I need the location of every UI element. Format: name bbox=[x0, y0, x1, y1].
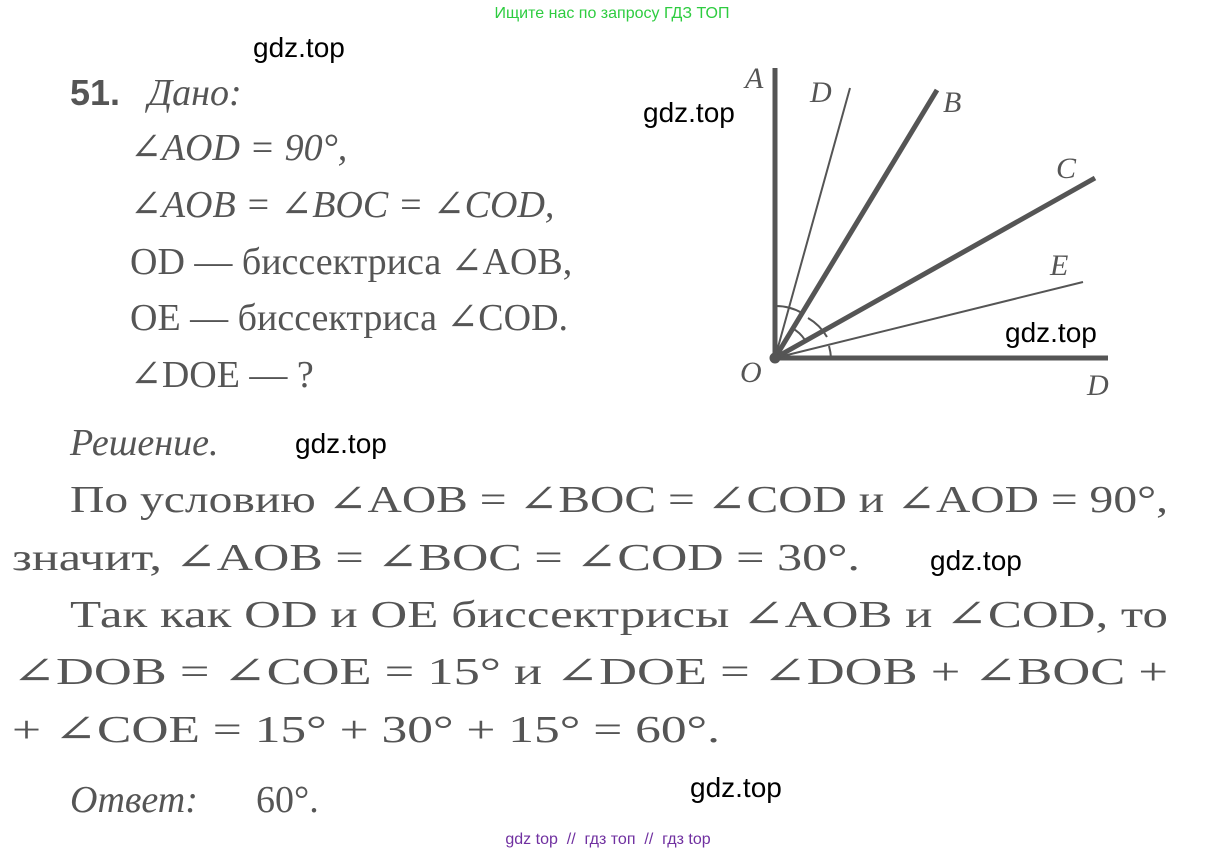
ray-oe bbox=[774, 281, 1084, 359]
angle-arc bbox=[828, 345, 832, 359]
watermark: gdz.top bbox=[1005, 317, 1097, 348]
footer: gdz top // гдз топ // гдз top bbox=[505, 831, 710, 848]
given-title: Дано: bbox=[145, 72, 242, 114]
point-label: E bbox=[1049, 249, 1068, 282]
solution-line: значит, ∠AOB = ∠BOC = ∠COD = 30°. bbox=[12, 537, 860, 579]
ray-oc bbox=[773, 175, 1097, 361]
solution-line: По условию ∠AOB = ∠BOC = ∠COD и ∠AOD = 9… bbox=[70, 479, 1168, 521]
point-label: O bbox=[740, 356, 762, 389]
watermark: gdz.top bbox=[930, 545, 1022, 576]
answer-label: Ответ: bbox=[70, 779, 198, 821]
given-line: OD — биссектриса ∠AOB, bbox=[130, 241, 572, 283]
point-label: A bbox=[743, 62, 764, 95]
diagram bbox=[769, 68, 1108, 364]
vertex bbox=[769, 352, 781, 364]
watermark: gdz.top bbox=[295, 428, 387, 459]
given-line: OE — биссектриса ∠COD. bbox=[130, 297, 568, 339]
problem-number: 51. bbox=[70, 72, 120, 113]
given-line: ∠DOE — ? bbox=[130, 354, 314, 396]
ray-ob bbox=[772, 88, 940, 360]
ray-od-bisector bbox=[774, 87, 851, 359]
point-label: B bbox=[943, 86, 961, 119]
given-line: ∠AOD = 90°, bbox=[130, 127, 347, 169]
angle-arc bbox=[791, 327, 806, 341]
given-line: ∠AOB = ∠BOC = ∠COD, bbox=[130, 184, 554, 226]
banner: Ищите нас по запросу ГДЗ ТОП bbox=[495, 5, 730, 22]
watermark: gdz.top bbox=[253, 32, 345, 63]
solution-title: Решение. bbox=[69, 422, 218, 464]
point-label: D bbox=[809, 76, 832, 109]
watermark: gdz.top bbox=[690, 772, 782, 803]
solution-line: Так как OD и OE биссектрисы ∠AOB и ∠COD,… bbox=[70, 594, 1168, 636]
point-label: C bbox=[1056, 152, 1077, 185]
angle-arc bbox=[774, 304, 803, 314]
answer: 60°. bbox=[256, 779, 319, 821]
solution-line: + ∠COE = 15° + 30° + 15° = 60°. bbox=[12, 709, 720, 751]
solution-line: ∠DOB = ∠COE = 15° и ∠DOE = ∠DOB + ∠BOC + bbox=[12, 651, 1168, 693]
watermark: gdz.top bbox=[643, 97, 735, 128]
angle-arc bbox=[807, 317, 828, 338]
point-label: D bbox=[1086, 369, 1109, 402]
